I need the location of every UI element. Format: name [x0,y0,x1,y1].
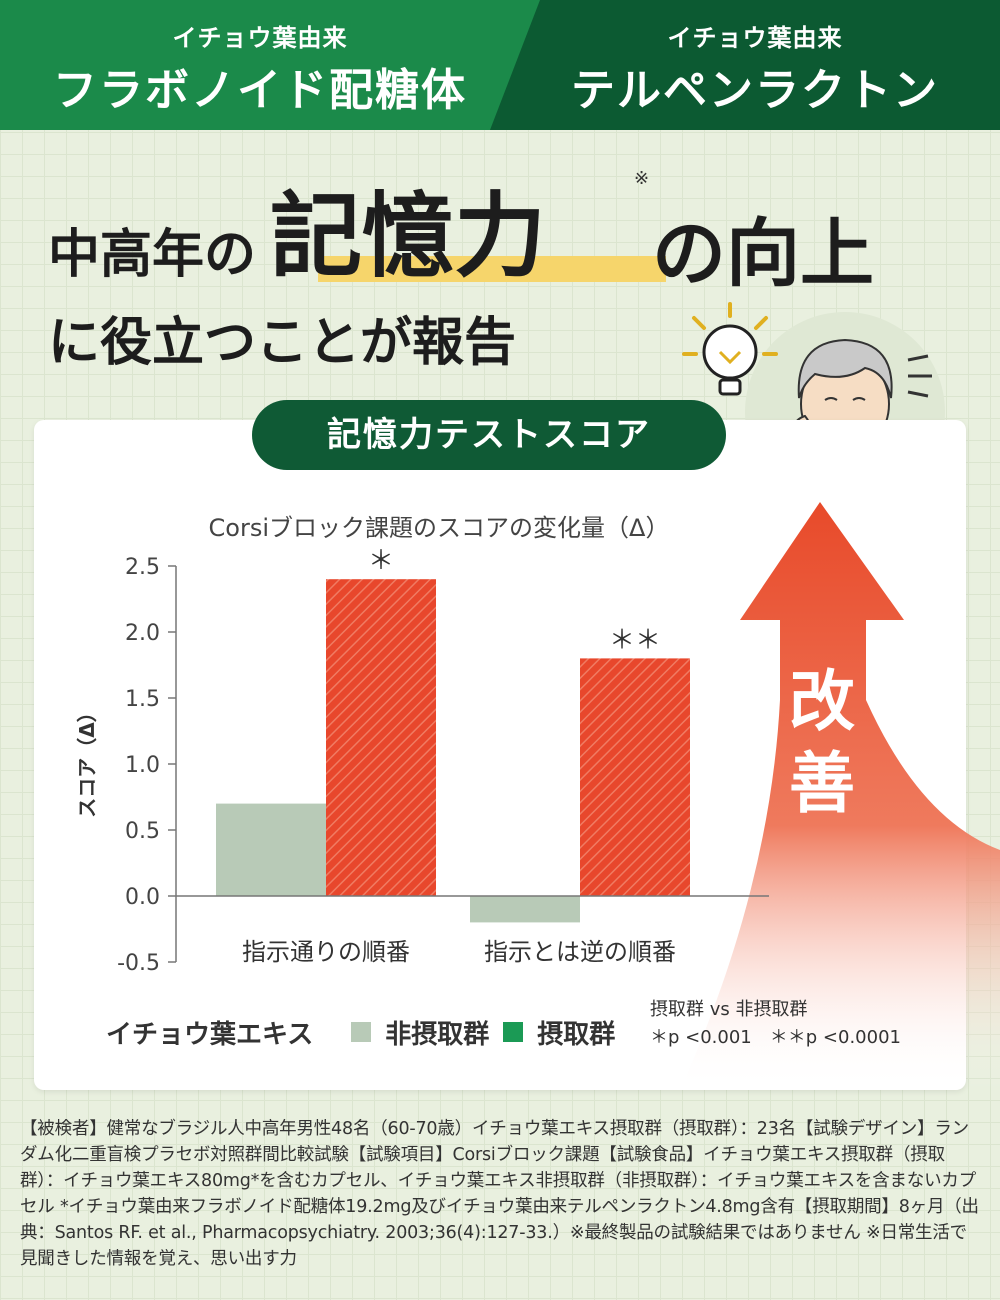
header-right-subtitle: イチョウ葉由来 [667,24,843,52]
score-badge: 記憶力テストスコア [252,400,726,470]
chart-legend: イチョウ葉エキス 非摂取群 摂取群 [106,1012,615,1052]
header-left-panel [0,0,540,130]
y-tick-label: 0.5 [125,819,160,844]
legend-swatch-intake [503,1022,524,1042]
highlight-marker [318,256,666,282]
y-tick-label: 2.5 [125,555,160,580]
header-right-title: テルペンラクトン [571,65,939,116]
significance-note-line1: 摂取群 vs 非摂取群 [650,999,808,1020]
improvement-arrow: 改 善 [680,502,1000,1090]
y-axis-label: スコア（Δ） [75,702,99,817]
arrow-label-1: 改 [789,663,855,740]
legend-title: イチョウ葉エキス [106,1019,314,1050]
chart-title: Corsiブロック課題のスコアの変化量（Δ） [209,514,670,542]
header-left-subtitle: イチョウ葉由来 [172,24,348,52]
lightbulb-icon [682,302,778,396]
sparkle-lines-icon [907,354,932,398]
y-tick-label: 0.0 [125,885,160,910]
y-tick-label: -0.5 [117,951,160,976]
bar-non-intake-1 [470,896,580,923]
study-footnote: 【被検者】健常なブラジル人中高年男性48名（60-70歳）イチョウ葉エキス摂取群… [20,1119,979,1269]
bar-intake-1 [580,658,690,896]
bar-non-intake-0 [216,803,326,896]
y-tick-label: 1.5 [125,687,160,712]
legend-label-intake: 摂取群 [537,1019,616,1050]
y-tick-label: 2.0 [125,621,160,646]
significance-note-line2: ＊p <0.001 ＊＊p <0.0001 [650,1027,901,1048]
headline-suffix: の向上 [652,211,874,297]
legend-label-non-intake: 非摂取群 [385,1019,490,1050]
significance-mark: ＊＊ [609,625,661,655]
y-tick-label: 1.0 [125,753,160,778]
headline: 中高年の 記憶力 ※ の向上 [48,160,948,297]
bar-intake-0 [326,579,436,896]
x-category-label: 指示通りの順番 [242,938,410,966]
significance-note: 摂取群 vs 非摂取群 ＊p <0.001 ＊＊p <0.0001 [650,996,901,1052]
arrow-label-2: 善 [789,745,855,822]
headline-prefix: 中高年の [48,224,257,285]
header-left-title: フラボノイド配糖体 [53,65,467,116]
headline-emphasis: 記憶力 [270,182,547,290]
significance-mark: ＊ [368,546,394,576]
headline-line2: に役立つことが報告 [48,312,517,373]
legend-swatch-non-intake [351,1022,372,1042]
x-category-label: 指示とは逆の順番 [484,938,676,966]
headline-note-mark: ※ [634,168,650,189]
bar-chart: Corsiブロック課題のスコアの変化量（Δ） スコア（Δ） 2.5 2.0 1.5 1… [75,514,769,976]
